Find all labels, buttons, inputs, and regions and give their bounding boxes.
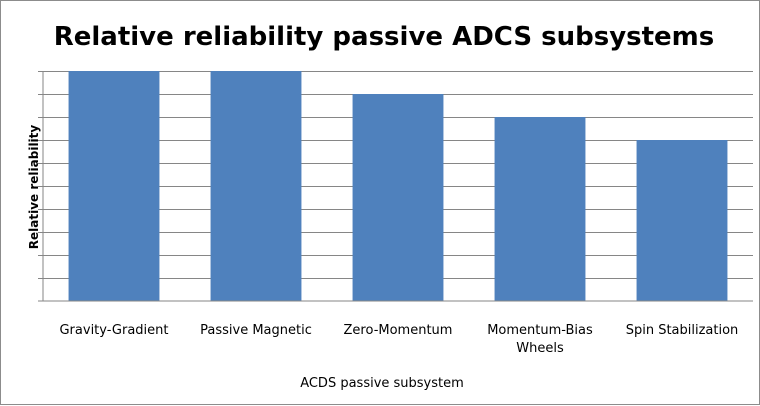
y-axis-title: Relative reliability [27,125,41,250]
bar [352,94,444,301]
y-axis-ticks [38,71,43,302]
bars [68,71,728,301]
bar [210,71,302,301]
bar [494,117,586,301]
x-tick-label: Gravity-Gradient [59,323,168,338]
x-tick-label: Passive Magnetic [200,323,312,338]
x-axis-title: ACDS passive subsystem [300,376,464,391]
bar [68,71,160,301]
chart-title: Relative reliability passive ADCS subsys… [54,22,715,52]
x-tick-label: Momentum-Bias Wheels [487,323,593,356]
x-tick-label: Zero-Momentum [344,323,453,338]
x-tick-labels: Gravity-Gradient Passive Magnetic Zero-Mom… [59,323,738,356]
bar [636,140,728,301]
x-tick-label: Spin Stabilization [626,323,739,338]
